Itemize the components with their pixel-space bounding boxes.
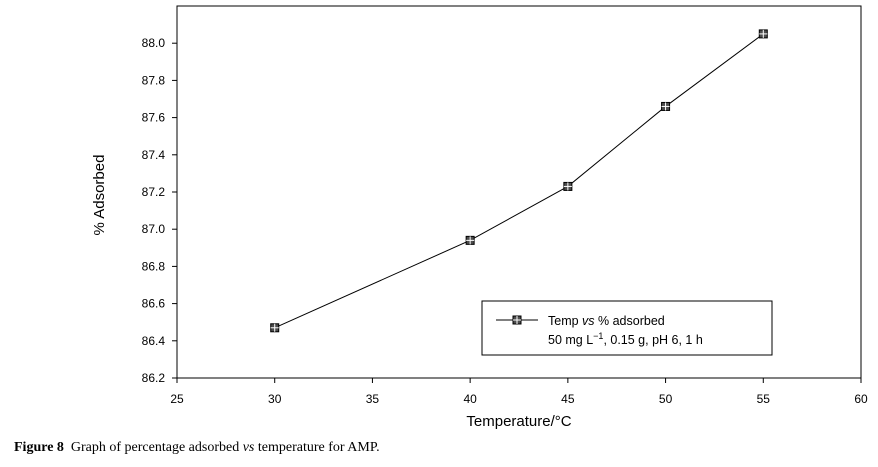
x-axis: 25 30 35 40 45 50 55 60 — [170, 378, 868, 406]
x-axis-title: Temperature/°C — [466, 413, 571, 430]
x-tick-label: 50 — [659, 392, 673, 406]
y-tick-label: 87.0 — [142, 222, 166, 236]
y-tick-label: 86.4 — [142, 334, 166, 348]
figure-label: Figure 8 — [14, 440, 64, 455]
figure-caption: Figure 8 Graph of percentage adsorbed vs… — [14, 440, 380, 455]
data-point — [661, 101, 671, 111]
y-axis: 86.2 86.4 86.6 86.8 87.0 87.2 87.4 87.6 87.8 88.0 — [142, 36, 177, 385]
series-layer — [270, 29, 768, 333]
legend-box — [481, 300, 773, 356]
legend-marker — [512, 315, 522, 325]
data-point — [465, 235, 475, 245]
y-tick-label: 87.6 — [142, 111, 166, 125]
data-point — [270, 323, 280, 333]
x-tick-label: 25 — [170, 392, 184, 406]
y-tick-label: 86.6 — [142, 297, 166, 311]
data-point — [563, 181, 573, 191]
legend: Temp vs % adsorbed 50 mg L−1, 0.15 g, pH… — [481, 300, 773, 356]
y-tick-label: 88.0 — [142, 36, 166, 50]
legend-entry-label: Temp vs % adsorbed — [548, 314, 665, 328]
y-tick-label: 86.2 — [142, 371, 166, 385]
x-tick-label: 60 — [854, 392, 868, 406]
x-tick-label: 45 — [561, 392, 575, 406]
y-tick-label: 87.2 — [142, 185, 166, 199]
y-axis-title: % Adsorbed — [91, 155, 108, 236]
x-tick-label: 40 — [463, 392, 477, 406]
legend-subtext: 50 mg L−1, 0.15 g, pH 6, 1 h — [548, 331, 703, 347]
x-tick-label: 55 — [757, 392, 771, 406]
data-point — [758, 29, 768, 39]
y-tick-label: 87.8 — [142, 73, 166, 87]
x-tick-label: 30 — [268, 392, 282, 406]
y-tick-label: 87.4 — [142, 148, 166, 162]
x-tick-label: 35 — [366, 392, 380, 406]
y-tick-label: 86.8 — [142, 259, 166, 273]
series-line — [274, 33, 764, 329]
